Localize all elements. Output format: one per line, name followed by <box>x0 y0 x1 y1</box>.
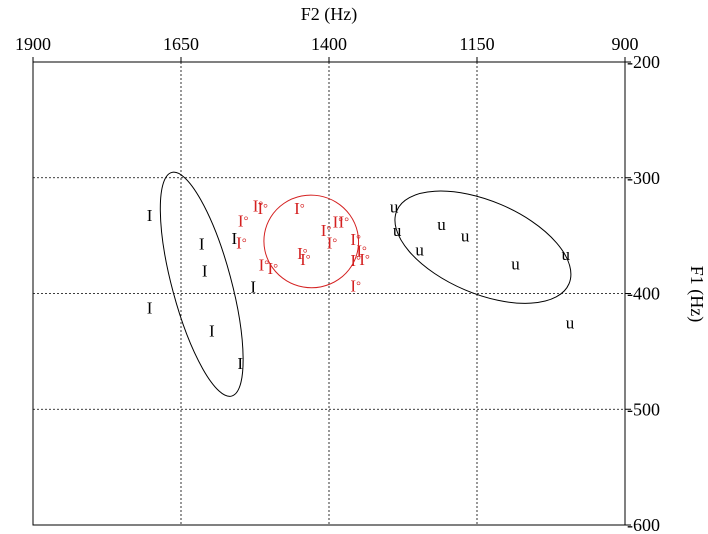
data-point: I° <box>300 250 311 269</box>
data-point: I° <box>257 199 268 218</box>
data-point: u <box>393 221 402 240</box>
data-point: I <box>209 322 215 341</box>
ellipses <box>159 171 572 397</box>
y-tick-label: -200 <box>627 52 660 72</box>
confidence-ellipse <box>159 171 244 397</box>
data-point: I° <box>350 230 361 249</box>
data-point: I <box>237 354 243 373</box>
data-point: I <box>250 278 256 297</box>
data-point: I <box>147 206 153 225</box>
ticks <box>32 57 631 526</box>
confidence-ellipse <box>394 190 572 304</box>
data-point: I° <box>350 251 361 270</box>
x-tick-label: 1150 <box>459 34 494 54</box>
y-axis-title: F1 (Hz) <box>686 266 707 323</box>
data-point: u <box>566 313 575 332</box>
x-tick-label: 1650 <box>163 34 199 54</box>
x-axis-title: F2 (Hz) <box>301 4 358 25</box>
data-point: I° <box>339 213 350 232</box>
x-tick-label: 900 <box>612 34 639 54</box>
data-point: I° <box>359 250 370 269</box>
y-tick-label: -400 <box>627 284 660 304</box>
x-tick-label: 1900 <box>15 34 51 54</box>
data-point: I° <box>350 276 361 295</box>
data-point: u <box>562 245 571 264</box>
y-tick-label: -500 <box>627 399 660 419</box>
data-point: I <box>199 235 205 254</box>
y-tick-label: -300 <box>627 168 660 188</box>
data-point: I° <box>356 242 367 261</box>
data-point: I° <box>238 212 249 231</box>
data-point: I° <box>259 256 270 275</box>
x-tick-label: 1400 <box>311 34 347 54</box>
data-point: u <box>390 198 399 217</box>
data-point: u <box>511 254 520 273</box>
data-point: I° <box>268 259 279 278</box>
data-point: I° <box>294 199 305 218</box>
data-point: u <box>461 227 470 246</box>
grid <box>33 62 625 525</box>
confidence-ellipse <box>263 194 360 289</box>
data-point: I <box>147 298 153 317</box>
data-point: I° <box>253 197 264 216</box>
data-point: I° <box>327 234 338 253</box>
y-tick-label: -600 <box>627 515 660 534</box>
data-point: u <box>437 215 446 234</box>
tick-labels: 1900 1650 1400 1150 900-200 -300 -400 -500 -600 <box>15 34 660 534</box>
data-point: u <box>415 241 424 260</box>
data-point: I° <box>236 234 247 253</box>
data-point: I <box>202 261 208 280</box>
data-point: I° <box>297 244 308 263</box>
data-point: I <box>231 229 237 248</box>
data-point: I° <box>333 213 344 232</box>
data-point: I° <box>321 221 332 240</box>
